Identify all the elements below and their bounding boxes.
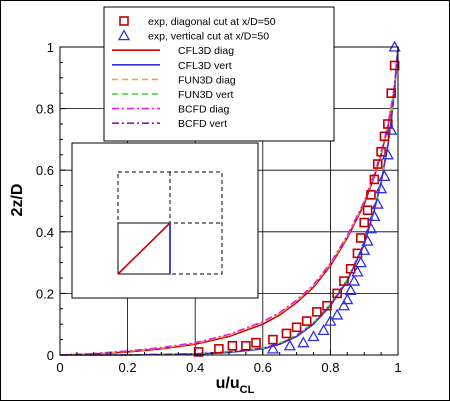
legend-entry: BCFD vert <box>112 118 227 130</box>
inset-diagonal-cut <box>117 222 171 275</box>
marker-square <box>389 60 400 71</box>
x-tick-label: 0 <box>56 360 63 375</box>
marker-square <box>241 340 251 351</box>
marker-square <box>312 307 322 317</box>
marker-square <box>301 316 312 326</box>
legend-entry: exp, diagonal cut at x/D=50 <box>119 16 276 28</box>
marker-square <box>362 205 373 216</box>
x-tick-label: 0.2 <box>119 360 137 375</box>
marker-triangle <box>364 222 378 234</box>
marker-triangle <box>331 308 344 320</box>
legend-entry: BCFD diag <box>112 104 230 116</box>
legend-label: BCFD diag <box>178 104 230 116</box>
marker-square <box>386 88 397 98</box>
marker-triangle <box>266 342 280 354</box>
marker-square <box>322 300 332 311</box>
x-axis-label-sub: CL <box>240 384 255 396</box>
legend-entry: CFL3D vert <box>112 60 232 72</box>
legend-label: BCFD vert <box>178 118 227 130</box>
legend-label: exp, vertical cut at x/D=50 <box>148 31 269 43</box>
marker-square <box>366 190 376 200</box>
marker-triangle <box>381 148 394 160</box>
marker-triangle <box>317 324 330 336</box>
inset-diagram <box>71 142 259 299</box>
legend-entry: exp, vertical cut at x/D=50 <box>117 29 269 43</box>
y-tick-label: 0 <box>47 348 54 363</box>
marker-square <box>332 288 342 299</box>
marker-triangle <box>307 330 320 342</box>
marker-triangle <box>344 283 357 295</box>
marker-triangle <box>368 210 381 222</box>
marker-square <box>193 347 204 357</box>
marker-square <box>281 328 292 339</box>
tick-labels: 0 0.2 0.4 0.6 0.8 1 0 0.2 0.4 0.6 0.8 1 <box>36 40 402 375</box>
marker-triangle <box>347 274 361 286</box>
x-tick-label: 1 <box>394 360 401 375</box>
marker-triangle <box>297 336 310 348</box>
y-tick-label: 0.6 <box>36 163 54 178</box>
legend-entry: FUN3D diag <box>112 74 236 86</box>
marker-square <box>359 217 370 228</box>
y-tick-label: 0.8 <box>36 102 54 117</box>
marker-square <box>339 276 349 286</box>
series-line <box>59 46 399 356</box>
marker-square <box>369 174 380 185</box>
x-tick-label: 0.6 <box>254 360 272 375</box>
y-axis-label: 2z/D <box>9 184 26 217</box>
marker-triangle <box>361 234 374 246</box>
x-tick-label: 0.8 <box>321 360 339 375</box>
marker-triangle <box>283 339 296 351</box>
marker-square <box>291 322 302 333</box>
marker-triangle <box>385 123 398 135</box>
y-tick-label: 0.2 <box>36 286 54 301</box>
marker-square <box>379 131 390 142</box>
marker-square <box>352 248 363 259</box>
x-axis-label-main: u/u <box>216 375 240 392</box>
legend-entry: CFL3D diag <box>112 45 234 57</box>
marker-triangle <box>117 29 131 41</box>
marker-square <box>119 16 129 26</box>
marker-triangle <box>324 314 337 326</box>
legend-label: FUN3D vert <box>178 89 234 101</box>
marker-square <box>356 233 366 243</box>
series-markers <box>193 40 401 357</box>
marker-triangle <box>341 293 354 305</box>
marker-square <box>376 146 386 157</box>
marker-triangle <box>354 256 367 268</box>
x-axis-label: u/uCL <box>216 375 255 396</box>
marker-triangle <box>374 182 388 194</box>
legend-entry: FUN3D vert <box>112 89 234 101</box>
marker-triangle <box>371 197 384 209</box>
inset-box <box>71 142 259 299</box>
marker-square <box>251 337 261 348</box>
legend-box <box>103 6 335 142</box>
y-tick-label: 1 <box>47 40 54 55</box>
marker-triangle <box>337 299 351 311</box>
marker-square <box>214 344 224 354</box>
marker-triangle <box>358 243 371 255</box>
marker-square <box>383 119 393 129</box>
y-tick-label: 0.4 <box>36 225 54 240</box>
marker-square <box>345 263 356 274</box>
marker-triangle <box>378 170 391 182</box>
marker-triangle <box>351 265 364 277</box>
legend: exp, diagonal cut at x/D=50 exp, vertical… <box>103 6 335 142</box>
axis-ticks <box>59 46 399 356</box>
marker-square <box>227 340 238 351</box>
legend-label: FUN3D diag <box>178 74 236 86</box>
legend-label: exp, diagonal cut at x/D=50 <box>148 16 276 28</box>
legend-label: CFL3D diag <box>178 45 234 57</box>
marker-square <box>372 159 383 169</box>
x-tick-label: 0.4 <box>186 360 204 375</box>
legend-label: CFL3D vert <box>178 60 232 72</box>
